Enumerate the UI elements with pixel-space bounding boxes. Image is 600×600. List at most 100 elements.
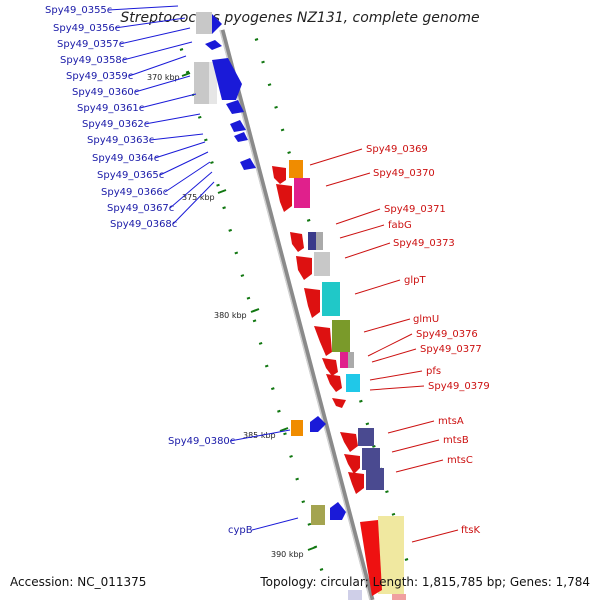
gene-arrow-glmU[interactable] [314,326,332,356]
genome-backbone [219,29,375,600]
label-Spy49_0380c[interactable]: Spy49_0380c [168,436,235,447]
gene-arrow-ftsK[interactable] [360,520,382,596]
gene-arrow-0373[interactable] [296,256,312,280]
gene-arrow-0377[interactable] [322,358,338,376]
minor-tick [274,105,278,109]
gene-arrow-mtsB[interactable] [344,454,360,474]
gene-arrow-mtsA[interactable] [340,432,358,452]
gene-block-next[interactable] [348,590,362,600]
minor-tick [258,341,263,345]
gene-arrow-0379[interactable] [332,398,346,408]
minor-tick [277,409,281,413]
gene-arrow-0355c[interactable] [212,14,222,34]
minor-tick [185,70,190,74]
label-Spy49_0363c[interactable]: Spy49_0363c [87,135,154,146]
label-mtsB[interactable]: mtsB [443,435,469,446]
minor-tick [240,274,245,278]
gene-arrow-mtsC[interactable] [348,472,364,494]
label-Spy49_0377[interactable]: Spy49_0377 [420,344,482,355]
label-glmU[interactable]: glmU [413,314,439,325]
gene-block-cypB[interactable] [311,505,325,525]
minor-tick [228,228,233,232]
forward-gene-labels: Spy49_0369 Spy49_0370 Spy49_0371 fabG Sp… [309,144,490,543]
gene-arrow-0370[interactable] [276,184,292,212]
gene-arrow-glpT[interactable] [304,288,320,318]
label-cypB[interactable]: cypB [228,525,253,536]
gene-block-next-2[interactable] [392,594,406,600]
label-Spy49_0376[interactable]: Spy49_0376 [416,329,478,340]
gene-block-0380c[interactable] [291,420,303,436]
gene-block-0376[interactable] [340,352,348,368]
label-Spy49_0366c[interactable]: Spy49_0366c [101,187,168,198]
gene-arrow-0363c[interactable] [234,132,248,142]
gene-block-0369[interactable] [289,160,303,178]
gene-arrow-0360c[interactable] [212,58,242,100]
minor-tick [306,218,311,222]
label-ftsK[interactable]: ftsK [461,525,480,536]
accession-text: Accession: NC_011375 [10,575,146,589]
label-Spy49_0368c[interactable]: Spy49_0368c [110,219,177,230]
gene-block-0370[interactable] [294,178,310,208]
label-glpT[interactable]: glpT [404,275,426,286]
gene-block-mtsC[interactable] [366,468,384,490]
gene-block-0371[interactable] [308,232,316,250]
gene-block-mtsB[interactable] [362,448,380,470]
label-Spy49_0361c[interactable]: Spy49_0361c [77,103,144,114]
gene-arrow-0361c[interactable] [226,100,244,114]
gene-block-0356c[interactable] [196,12,212,34]
minor-tick [385,490,389,494]
label-Spy49_0365c[interactable]: Spy49_0365c [97,170,164,181]
label-Spy49_0357c[interactable]: Spy49_0357c [57,39,124,50]
label-mtsA[interactable]: mtsA [438,416,464,427]
reverse-strand-features [194,12,346,525]
label-Spy49_0356c[interactable]: Spy49_0356c [53,23,120,34]
gene-block-glpT[interactable] [322,282,340,316]
label-Spy49_0362c[interactable]: Spy49_0362c [82,119,149,130]
label-Spy49_0360c[interactable]: Spy49_0360c [72,87,139,98]
gene-block-ftsK[interactable] [378,516,404,594]
tick-marks [179,38,409,571]
minor-tick [365,422,370,426]
gene-block-0377[interactable] [348,352,354,368]
kbp-tick-385 [279,427,289,432]
gene-arrow-0357c[interactable] [205,40,222,50]
kbp-label-390: 390 kbp [271,550,304,559]
label-Spy49_0379[interactable]: Spy49_0379 [428,381,490,392]
label-Spy49_0371[interactable]: Spy49_0371 [384,204,446,215]
gene-block-mtsA[interactable] [358,428,374,446]
gene-block-0379[interactable] [346,374,360,392]
gene-arrow-0364c[interactable] [240,158,256,170]
label-Spy49_0364c[interactable]: Spy49_0364c [92,153,159,164]
gene-block-0359c[interactable] [194,62,210,104]
minor-tick [307,522,312,526]
label-Spy49_0367c[interactable]: Spy49_0367c [107,203,174,214]
kbp-tick-375 [217,189,227,194]
minor-tick [270,387,275,391]
label-Spy49_0355c[interactable]: Spy49_0355c [45,5,112,16]
minor-tick [359,399,363,403]
gene-block-fabG[interactable] [316,232,323,250]
label-pfs[interactable]: pfs [426,366,441,377]
label-fabG[interactable]: fabG [388,220,412,231]
map-title: Streptococcus pyogenes NZ131, complete g… [120,10,479,26]
label-Spy49_0373[interactable]: Spy49_0373 [393,238,455,249]
gene-arrow-cypB[interactable] [330,502,346,520]
gene-arrow-0362c[interactable] [230,120,246,132]
label-Spy49_0358c[interactable]: Spy49_0358c [60,55,127,66]
kbp-scale: 370 kbp 375 kbp 380 kbp 385 kbp 390 kbp [147,72,317,559]
label-Spy49_0370[interactable]: Spy49_0370 [373,168,435,179]
label-mtsC[interactable]: mtsC [447,455,473,466]
gene-block-0373[interactable] [314,252,330,276]
label-Spy49_0369[interactable]: Spy49_0369 [366,144,428,155]
label-Spy49_0359c[interactable]: Spy49_0359c [66,71,133,82]
minor-tick [261,60,265,64]
gene-arrow-pfs[interactable] [326,374,342,392]
gene-block-0359c-shade[interactable] [209,62,217,104]
minor-tick [295,477,299,481]
gene-arrow-0369[interactable] [272,166,286,184]
minor-tick [391,512,396,516]
gene-arrow-0380c[interactable] [310,416,326,432]
gene-arrow-fabG[interactable] [290,232,304,252]
gene-block-glmU[interactable] [332,320,350,352]
